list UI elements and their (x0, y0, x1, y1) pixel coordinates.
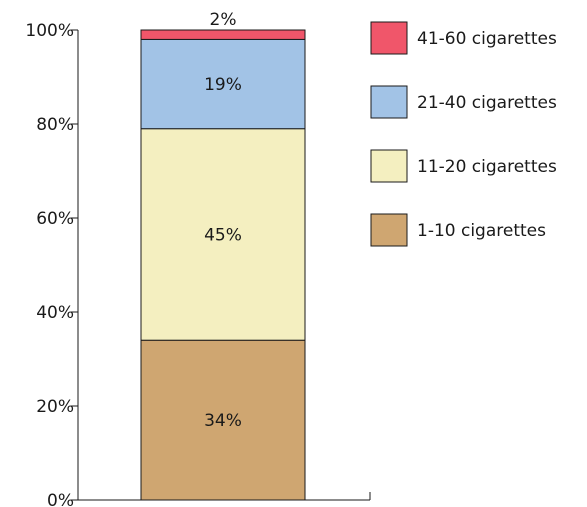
axis-layer: 0% 20% 40% 60% 80% 100% (25, 21, 371, 507)
legend-swatch (370, 213, 408, 247)
bar-layer (140, 29, 306, 501)
bar-segment-4 (140, 29, 306, 40)
legend-label: 1-10 cigarettes (417, 221, 546, 241)
legend: 41-60 cigarettes 21-40 cigarettes 11-20 ci… (370, 21, 557, 247)
data-label-4: 2% (210, 10, 237, 30)
data-label-2: 45% (204, 225, 242, 245)
y-tick-label: 20% (36, 397, 74, 417)
legend-swatch (370, 149, 408, 183)
y-tick-label: 80% (36, 115, 74, 135)
data-label-3: 19% (204, 75, 242, 95)
label-layer: 34% 45% 19% 2% (204, 10, 242, 431)
legend-swatch (370, 85, 408, 119)
legend-label: 11-20 cigarettes (417, 157, 557, 177)
y-tick-label: 60% (36, 209, 74, 229)
legend-label: 41-60 cigarettes (417, 29, 557, 49)
y-tick-label: 40% (36, 303, 74, 323)
y-tick-label: 0% (47, 491, 74, 507)
legend-label: 21-40 cigarettes (417, 93, 557, 113)
legend-swatch (370, 21, 408, 55)
bar-segment-2 (140, 128, 306, 341)
y-tick-label: 100% (25, 21, 74, 41)
bar-segment-3 (140, 38, 306, 130)
data-label-1: 34% (204, 411, 242, 431)
